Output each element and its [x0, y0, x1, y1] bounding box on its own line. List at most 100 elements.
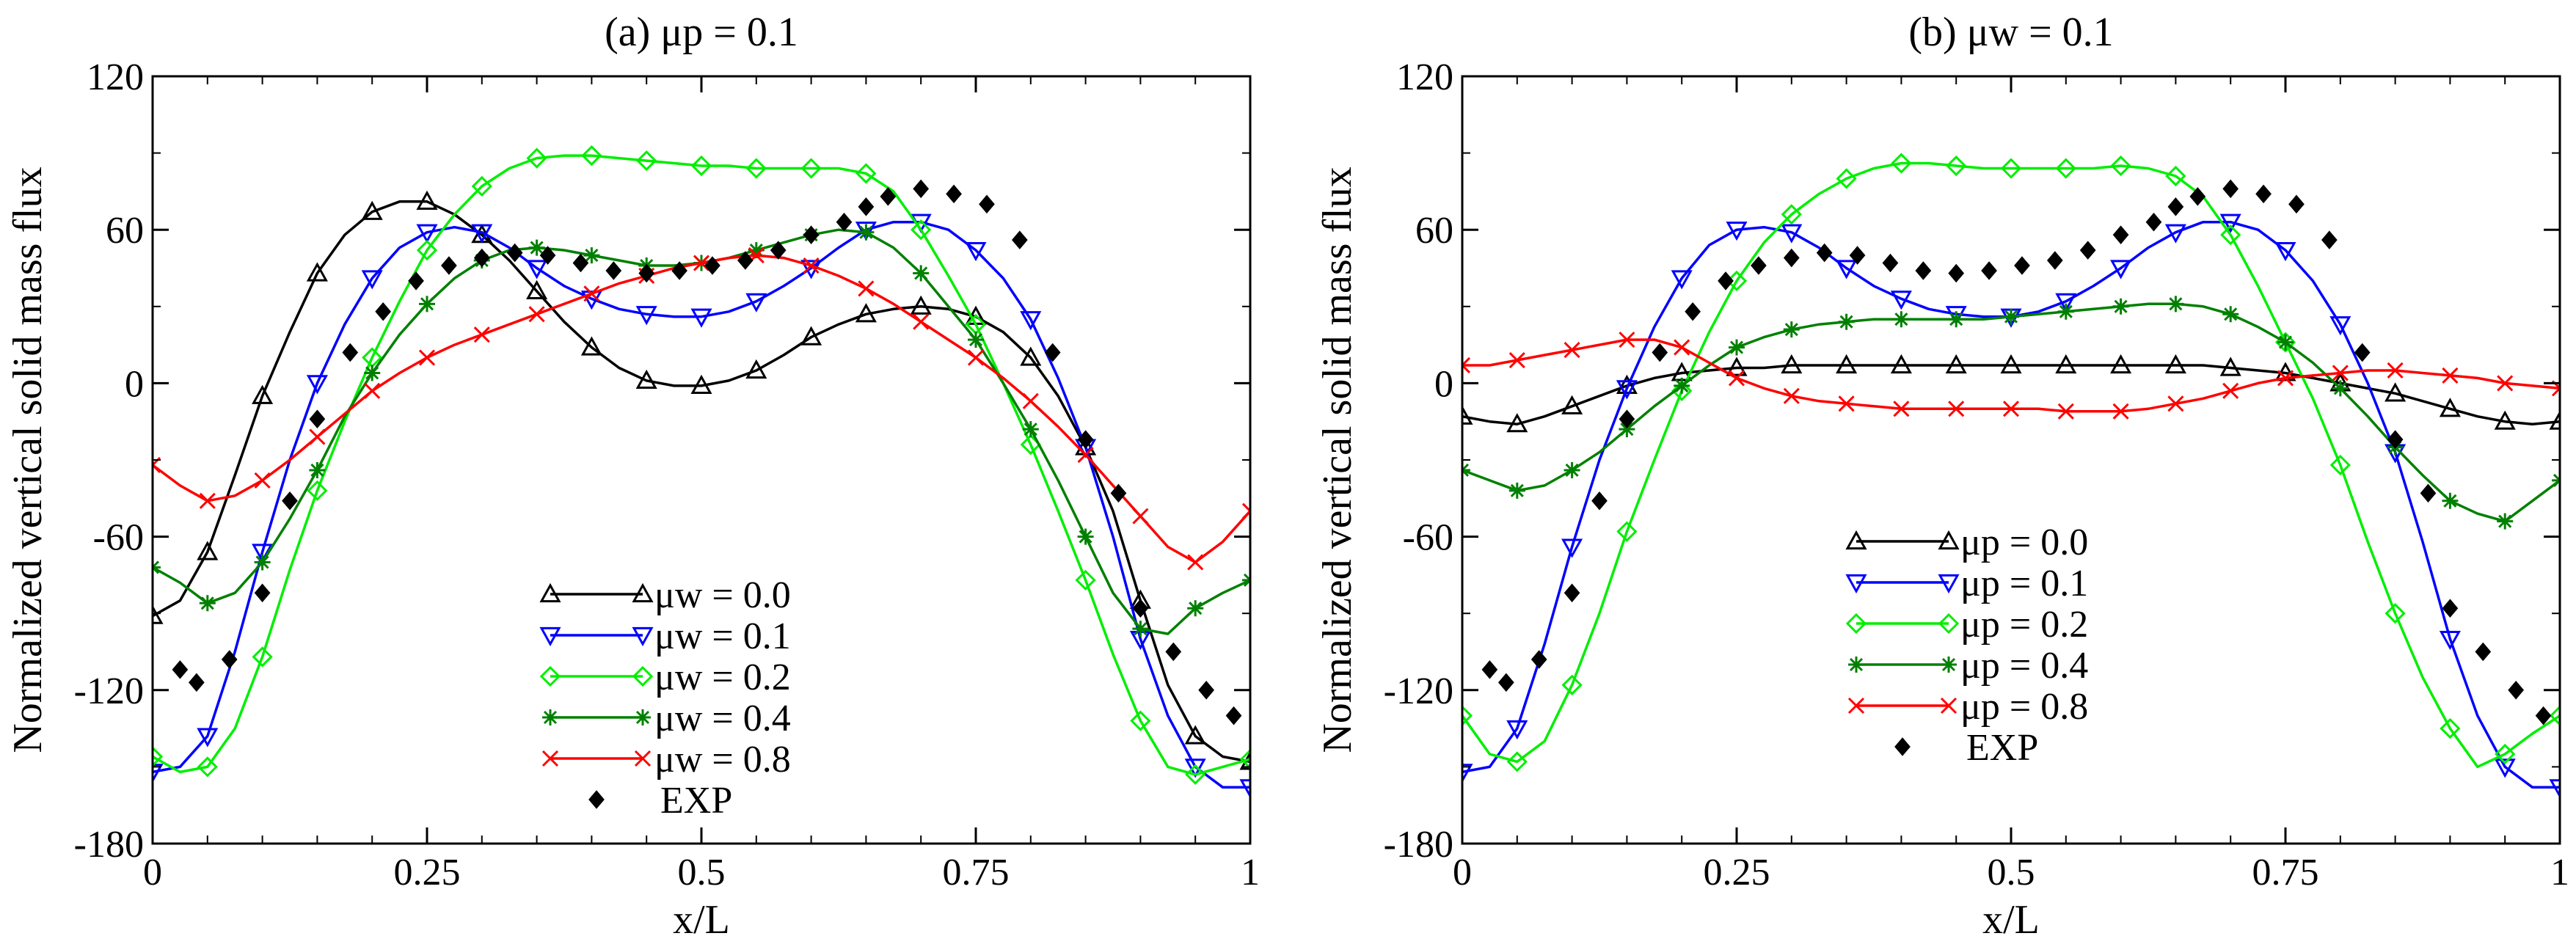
legend-marker	[1941, 657, 1957, 673]
data-point	[1508, 482, 1525, 499]
data-point	[199, 492, 216, 509]
data-point	[671, 261, 687, 280]
data-point	[1751, 256, 1767, 275]
data-point	[1836, 354, 1858, 374]
data-point	[1616, 380, 1638, 400]
data-point	[1882, 253, 1899, 273]
data-point	[1044, 343, 1061, 362]
data-point	[1187, 554, 1204, 571]
y-axis-label: Normalized vertical solid mass flux	[1315, 167, 1360, 753]
data-point	[1838, 395, 1855, 412]
data-point	[2003, 308, 2019, 325]
data-point	[2167, 395, 2184, 412]
data-point	[282, 491, 298, 511]
data-point	[2420, 483, 2437, 503]
data-point	[2497, 375, 2514, 392]
data-point	[800, 158, 822, 179]
data-point	[2385, 382, 2407, 402]
data-point	[188, 673, 205, 692]
data-point	[1110, 483, 1127, 503]
data-point	[197, 541, 219, 560]
legend-label: μp = 0.8	[1960, 686, 2088, 728]
data-point	[2219, 213, 2241, 233]
data-point	[572, 253, 589, 273]
data-point	[2164, 224, 2186, 244]
data-point	[979, 194, 995, 214]
series-muw-0-1	[153, 213, 1250, 799]
data-point	[471, 224, 493, 244]
data-point	[1946, 155, 1967, 177]
data-point	[1619, 409, 1635, 428]
legend-label: μp = 0.1	[1960, 563, 2088, 604]
data-point	[364, 365, 381, 381]
data-point	[858, 280, 875, 297]
legend-entry-mup-0-2: μp = 0.2	[1845, 604, 2088, 646]
legend-marker	[541, 750, 559, 767]
series-line-muw-0-1	[153, 220, 1250, 789]
legend-entry-muw-0-0: μw = 0.0	[539, 574, 791, 616]
legend-label: μp = 0.4	[1960, 645, 2088, 687]
data-point	[1849, 246, 1866, 265]
series-mup-0-2	[1462, 153, 2560, 772]
legend-label: EXP	[660, 780, 732, 822]
data-point	[1187, 600, 1204, 617]
data-point	[2167, 197, 2184, 216]
data-point	[506, 243, 523, 263]
data-point	[2110, 155, 2131, 177]
series-mup-0-8	[1462, 332, 2560, 420]
data-point	[2112, 298, 2129, 315]
data-point	[1561, 395, 1583, 414]
data-point	[197, 756, 218, 778]
legend-entry-exp: EXP	[588, 780, 732, 822]
data-point	[745, 158, 767, 179]
data-point	[528, 239, 545, 256]
y-tick-label: -180	[1384, 824, 1453, 866]
data-point	[583, 247, 600, 264]
data-point	[2255, 184, 2272, 204]
x-tick-label: 0.75	[943, 852, 1010, 893]
data-point	[1948, 263, 1965, 283]
data-point	[1652, 343, 1668, 362]
data-point	[2332, 365, 2349, 381]
legend-marker	[1845, 574, 1867, 594]
legend: μp = 0.0μp = 0.1μp = 0.2μp = 0.4μp = 0.8…	[1845, 522, 2088, 769]
legend-entry-muw-0-4: μw = 0.4	[542, 698, 791, 739]
data-point	[2440, 717, 2461, 739]
data-point	[309, 428, 326, 445]
data-point	[1945, 354, 1967, 374]
data-point	[2220, 224, 2241, 246]
data-point	[967, 349, 985, 366]
legend-label: μw = 0.2	[654, 657, 791, 698]
x-tick-label: 0	[1453, 852, 1472, 893]
data-point	[580, 336, 602, 356]
data-point	[1783, 248, 1800, 268]
data-point	[690, 374, 712, 394]
data-point	[583, 285, 600, 302]
data-point	[364, 382, 381, 399]
legend: μw = 0.0μw = 0.1μw = 0.2μw = 0.4μw = 0.8…	[539, 574, 791, 822]
data-point	[2079, 241, 2096, 260]
data-point	[2321, 230, 2338, 249]
data-point	[1816, 243, 1833, 263]
data-point	[153, 604, 164, 624]
x-axis-label: x/L	[673, 897, 730, 943]
data-point	[1241, 502, 1250, 519]
data-point	[1077, 528, 1094, 545]
data-point	[910, 295, 932, 315]
data-point	[2439, 630, 2461, 651]
data-point	[2387, 430, 2404, 449]
data-point	[2497, 513, 2514, 530]
data-point	[2000, 158, 2022, 179]
data-point	[1838, 313, 1855, 330]
data-point	[1011, 230, 1028, 249]
data-point	[2288, 194, 2305, 214]
data-point	[2189, 187, 2206, 206]
data-point	[2475, 642, 2492, 662]
data-point	[309, 461, 326, 478]
data-point	[638, 263, 655, 283]
data-point	[199, 595, 216, 612]
data-point	[2274, 241, 2296, 262]
legend-marker	[634, 750, 652, 767]
data-point	[581, 145, 602, 167]
data-point	[2508, 681, 2525, 700]
